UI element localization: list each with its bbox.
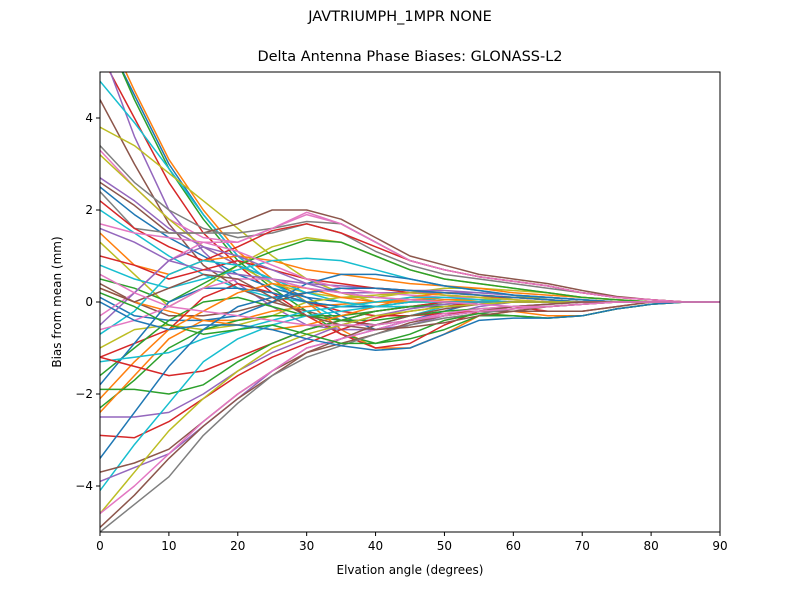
y-tick-label: 4 bbox=[85, 111, 93, 125]
x-tick-label: 80 bbox=[643, 539, 658, 553]
x-tick-label: 90 bbox=[712, 539, 727, 553]
y-axis-ticks: −4 −2 0 2 4 bbox=[75, 111, 100, 493]
x-tick-label: 0 bbox=[96, 539, 104, 553]
x-axis-label: Elvation angle (degrees) bbox=[337, 563, 484, 577]
figure-suptitle: JAVTRIUMPH_1MPR NONE bbox=[308, 9, 492, 25]
y-tick-label: −2 bbox=[75, 387, 93, 401]
series-line-s24 bbox=[100, 239, 720, 303]
chart-title: Delta Antenna Phase Biases: GLONASS-L2 bbox=[257, 49, 563, 65]
y-tick-label: 0 bbox=[85, 295, 93, 309]
series-lines bbox=[100, 72, 720, 532]
x-tick-label: 20 bbox=[230, 539, 245, 553]
x-tick-label: 70 bbox=[575, 539, 590, 553]
series-line-s15 bbox=[100, 191, 720, 303]
x-axis-ticks: 0 10 20 30 40 50 60 70 80 90 bbox=[96, 532, 728, 553]
x-tick-label: 30 bbox=[299, 539, 314, 553]
series-line-s8 bbox=[100, 126, 720, 303]
x-tick-label: 50 bbox=[437, 539, 452, 553]
series-line-s29 bbox=[100, 246, 720, 326]
x-tick-label: 10 bbox=[161, 539, 176, 553]
series-line-s55 bbox=[100, 273, 720, 326]
series-line-s50 bbox=[100, 301, 720, 532]
x-tick-label: 40 bbox=[368, 539, 383, 553]
x-tick-label: 60 bbox=[506, 539, 521, 553]
series-line-s41 bbox=[100, 301, 720, 418]
series-line-s11 bbox=[100, 154, 720, 303]
series-line-s5 bbox=[109, 72, 720, 331]
y-tick-label: −4 bbox=[75, 479, 93, 493]
y-tick-label: 2 bbox=[85, 203, 93, 217]
y-axis-label: Bias from mean (mm) bbox=[50, 236, 64, 367]
series-line-s53 bbox=[100, 301, 720, 352]
series-line-s44 bbox=[100, 301, 720, 492]
